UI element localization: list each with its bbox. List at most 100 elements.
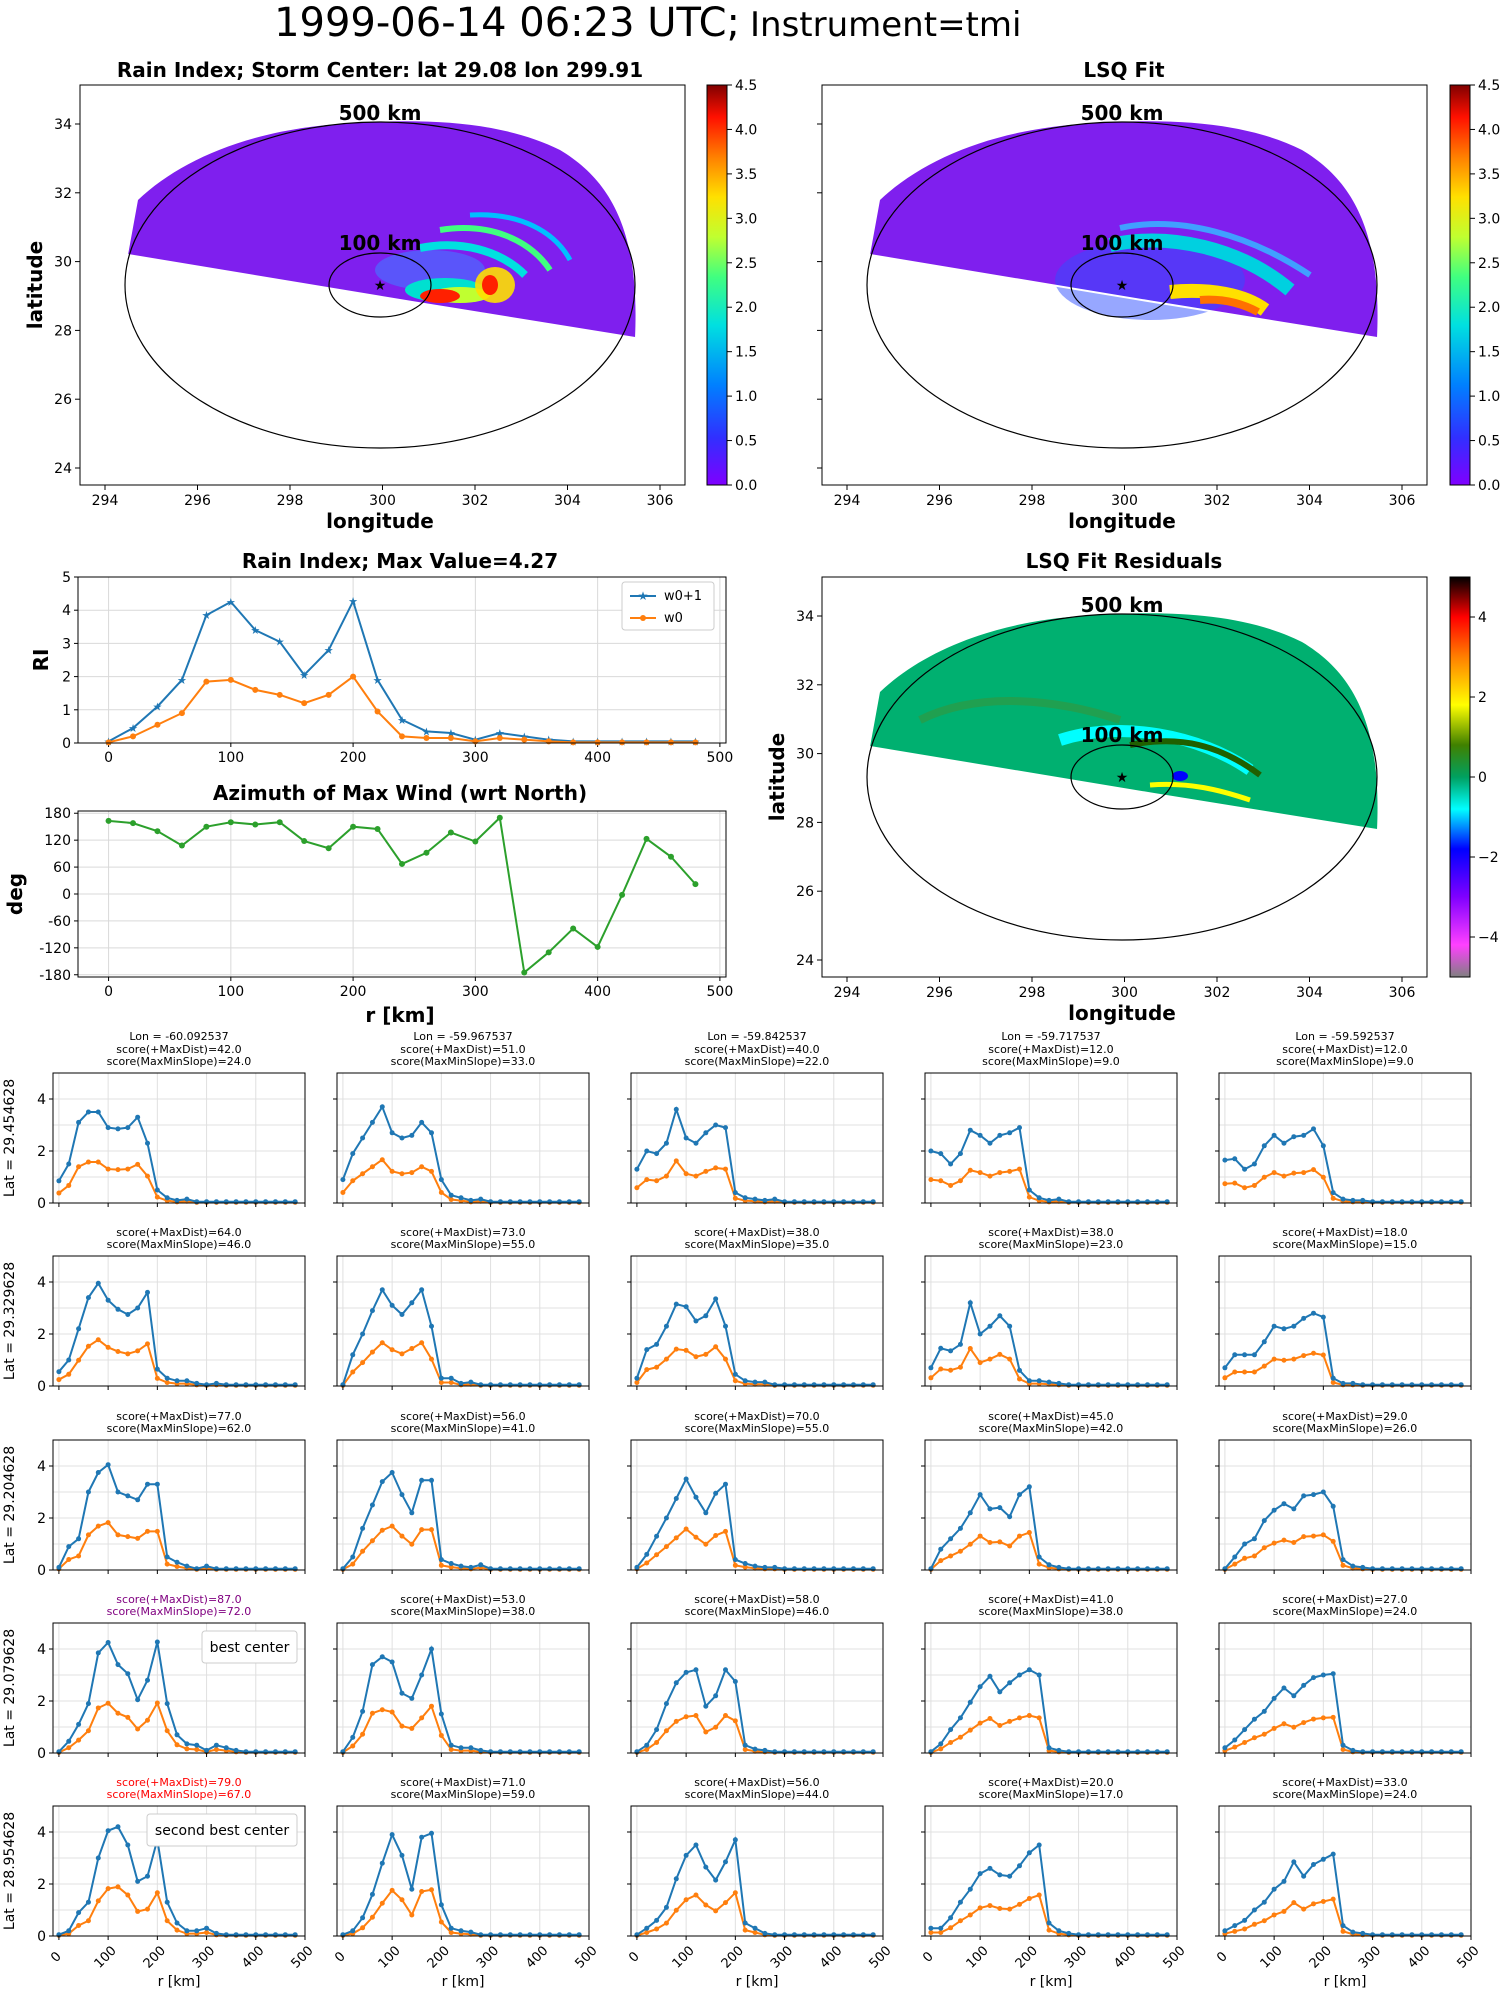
series-w0-point (389, 1887, 395, 1893)
subplot-score-maxdist: score(+MaxDist)=38.0 (988, 1226, 1113, 1239)
series-w01-point (987, 1865, 993, 1871)
colorbar-tick-label: 0.0 (1478, 478, 1500, 494)
series-w01-point (458, 1745, 464, 1751)
series-w0-point (1261, 1731, 1267, 1737)
series-w0-point (683, 1714, 689, 1720)
data-point: ★ (153, 700, 163, 713)
series-w01-point (1056, 1564, 1062, 1570)
y-tick-label: 180 (44, 806, 71, 822)
y-tick-label: 34 (796, 609, 814, 625)
x-tick-label: 200 (340, 750, 367, 766)
series-w0-point (693, 1713, 699, 1719)
series-w0-point (997, 1351, 1003, 1357)
series-w01-point (762, 1379, 768, 1385)
data-point (399, 733, 405, 740)
data-point (545, 949, 552, 956)
series-w01-point (1320, 1672, 1326, 1678)
series-w01-point (135, 1497, 141, 1503)
series-w0-point (1291, 1540, 1297, 1546)
series-w0-point (1330, 1714, 1336, 1720)
series-w01-point (1026, 1850, 1032, 1856)
series-w0-point (977, 1360, 983, 1366)
series-w01-line (636, 1106, 874, 1203)
series-w01-point (1261, 1518, 1267, 1524)
series-w01-point (634, 1375, 640, 1381)
data-point: ★ (495, 727, 505, 740)
series-w01-point (438, 1177, 444, 1183)
series-w0-point (644, 1929, 650, 1935)
series-w01-point (1320, 1143, 1326, 1149)
series-w0-point (429, 1703, 434, 1709)
series-w01-point (957, 1525, 963, 1531)
series-w01-point (409, 1886, 415, 1892)
series-w0-point (732, 1562, 738, 1568)
subplot-score-maxdist: score(+MaxDist)=77.0 (116, 1410, 241, 1423)
series-w01-point (644, 1148, 650, 1154)
series-w01-point (723, 1859, 728, 1865)
x-tick-label: 200 (340, 984, 367, 1000)
series-w01-point (399, 1690, 405, 1696)
residuals-map-title: LSQ Fit Residuals (1026, 549, 1223, 573)
y-tick-label: 4 (37, 1459, 46, 1475)
series-w01-point (478, 1196, 484, 1202)
colorbar-tick-label: 4.0 (1478, 122, 1500, 138)
series-w0-line (342, 1341, 580, 1387)
series-w0-point (997, 1170, 1003, 1176)
series-w0-point (174, 1927, 180, 1933)
residuals-band (1149, 781, 1251, 803)
series-w01-point (703, 1510, 709, 1516)
series-w01-point (448, 1925, 454, 1931)
ring-100km (328, 252, 432, 318)
series-w01-point (654, 1727, 660, 1733)
series-w01-point (1026, 1484, 1032, 1490)
series-w01-point (762, 1197, 768, 1203)
data-point: ★ (348, 595, 358, 608)
x-tick-label: 100 (217, 750, 244, 766)
series-w0-point (1271, 1725, 1277, 1731)
series-w01-point (938, 1546, 944, 1552)
grid-subplot: Lon = -60.092537score(+MaxDist)=42.0scor… (2, 1030, 306, 1212)
lsq-fit-colorbar-ticks: 0.0 0.5 1.0 1.5 2.0 2.5 3.0 3.5 4.0 4.5 (1470, 78, 1500, 494)
series-w0-point (997, 1539, 1003, 1545)
series-w01-point (369, 1502, 375, 1508)
series-w01-point (389, 1832, 395, 1838)
series-w0-point (409, 1170, 415, 1176)
ring-500km-label: 500 km (1081, 101, 1164, 125)
lsq-fit-cell (1055, 240, 1245, 320)
azimuth-chart-xlabel: r [km] (365, 1003, 434, 1027)
x-tick-label: 300 (190, 1943, 218, 1971)
subplot-score-maxdist: score(+MaxDist)=20.0 (988, 1776, 1113, 1789)
storm-center-marker: ★ (1116, 278, 1129, 294)
x-tick-label: 298 (277, 493, 304, 509)
x-tick-label: 400 (523, 1943, 551, 1971)
colorbar-tick-label: 1.0 (735, 389, 757, 405)
series-w0-point (369, 1710, 375, 1716)
series-w01-point (56, 1564, 62, 1570)
x-tick-label: 0 (104, 984, 113, 1000)
y-tick-label: -120 (39, 941, 71, 957)
colorbar-tick-label: 2.0 (1478, 300, 1500, 316)
series-w01-point (1026, 1378, 1032, 1384)
series-w0-point (1251, 1735, 1257, 1741)
series-w0-point (723, 1166, 728, 1172)
subplot-lat-label: Lat = 28.954628 (2, 1812, 18, 1930)
series-w01-point (1340, 1742, 1346, 1748)
series-w0-point (693, 1173, 699, 1179)
series-w01-point (1271, 1132, 1277, 1138)
series-w01-point (1291, 1506, 1297, 1512)
series-w01-point (379, 1860, 385, 1866)
series-w0-point (1301, 1170, 1307, 1176)
y-tick-label: 30 (54, 255, 72, 271)
x-tick-label: 200 (719, 1943, 747, 1971)
series-w01-point (389, 1470, 395, 1475)
series-w01-point (419, 1477, 425, 1483)
subplot-score-maxdist: score(+MaxDist)=71.0 (400, 1776, 525, 1789)
series-w0-point (997, 1906, 1003, 1912)
series-w01-point (683, 1852, 689, 1858)
data-point (276, 819, 283, 826)
series-w0-point (1222, 1375, 1228, 1381)
subplot-xlabel: r [km] (158, 1974, 201, 1990)
ring-500km-label: 500 km (339, 101, 422, 125)
series-w01-point (732, 1837, 738, 1843)
